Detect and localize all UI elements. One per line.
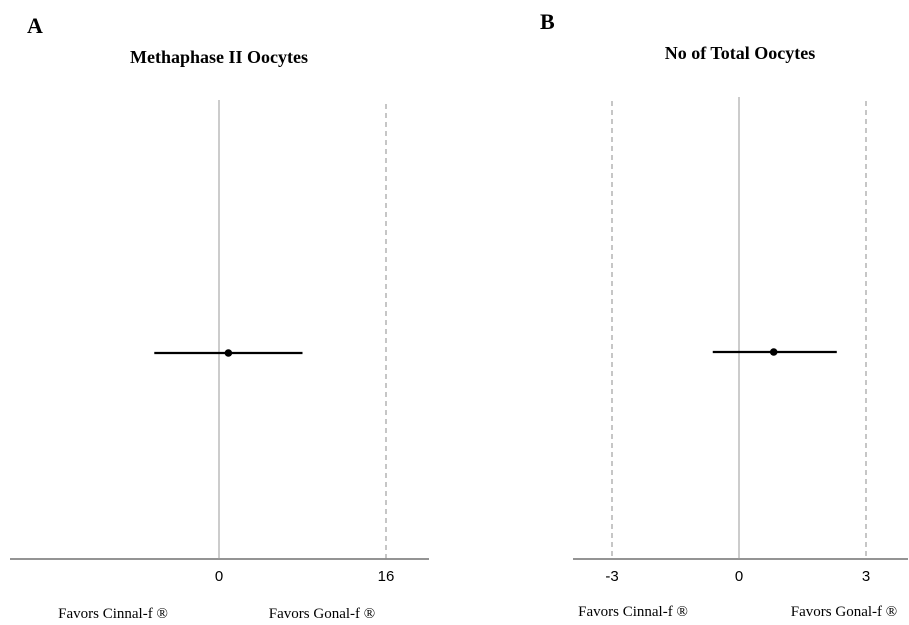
panel-a: A Methaphase II Oocytes 0 16 Favors Cinna… xyxy=(10,13,429,622)
panel-a-plot-area xyxy=(154,100,387,559)
panel-a-favors-left: Favors Cinnal-f ® xyxy=(58,606,168,622)
panel-a-title: Methaphase II Oocytes xyxy=(130,47,308,67)
x-tick-label: 0 xyxy=(735,568,743,585)
panel-b-label: B xyxy=(540,9,555,34)
point-estimate xyxy=(224,349,233,357)
panel-b-favors-left: Favors Cinnal-f ® xyxy=(578,604,688,620)
x-tick-label: -3 xyxy=(605,568,618,585)
panel-a-label: A xyxy=(27,13,43,38)
panel-b-favors-right: Favors Gonal-f ® xyxy=(791,604,897,620)
panel-b: B No of Total Oocytes -3 0 3 Favors Cinnal… xyxy=(540,9,908,620)
point-estimate xyxy=(769,348,778,356)
x-tick-label: 3 xyxy=(862,568,870,585)
x-tick-label: 16 xyxy=(378,568,395,585)
panel-b-title: No of Total Oocytes xyxy=(665,43,816,63)
x-tick-label: 0 xyxy=(215,568,223,585)
panel-b-plot-area xyxy=(611,97,867,559)
panel-b-x-ticks: -3 0 3 xyxy=(605,568,870,585)
panel-a-x-ticks: 0 16 xyxy=(215,568,395,585)
panel-a-favors-right: Favors Gonal-f ® xyxy=(269,606,375,622)
